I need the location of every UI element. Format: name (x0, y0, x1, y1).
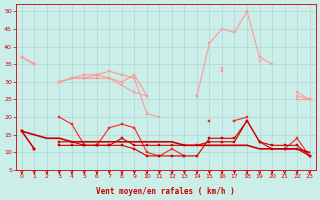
X-axis label: Vent moyen/en rafales ( km/h ): Vent moyen/en rafales ( km/h ) (96, 187, 235, 196)
